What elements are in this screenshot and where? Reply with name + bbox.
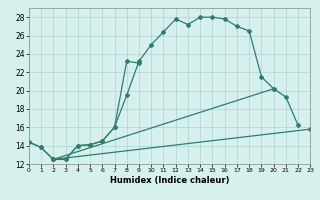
X-axis label: Humidex (Indice chaleur): Humidex (Indice chaleur) [110,176,229,185]
